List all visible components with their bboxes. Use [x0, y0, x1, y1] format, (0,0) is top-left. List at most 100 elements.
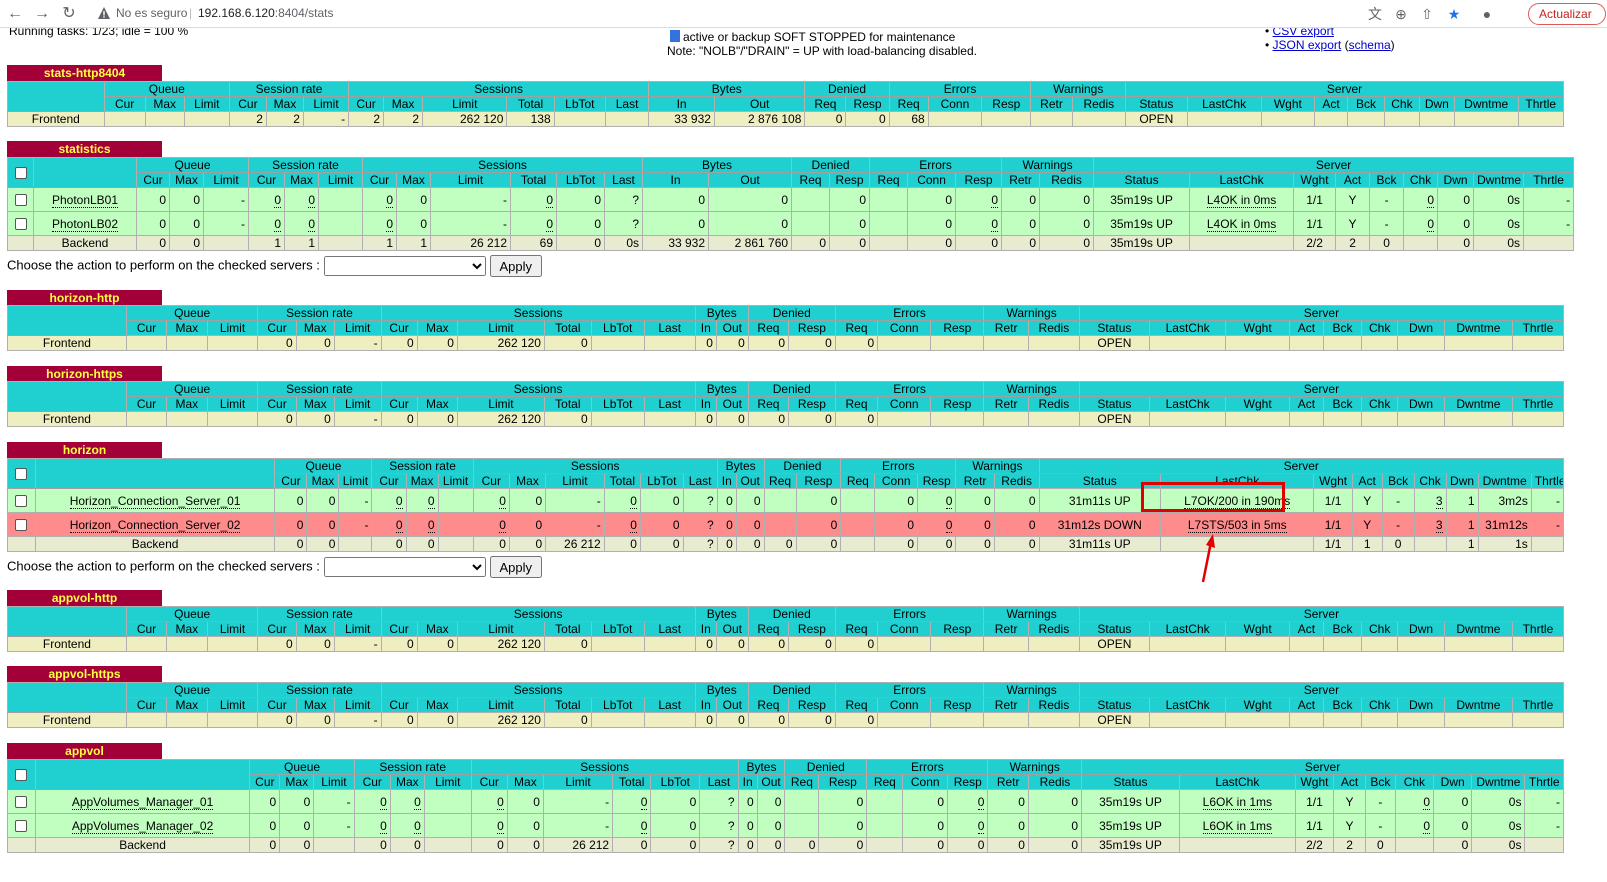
rmax-value[interactable]: 0 [324, 713, 331, 727]
row-name[interactable]: Frontend [42, 412, 91, 426]
row-name[interactable]: Frontend [31, 112, 80, 126]
scur-value[interactable]: 0 [499, 537, 506, 551]
action-select[interactable] [323, 256, 486, 276]
chk-value[interactable]: 0 [1423, 794, 1431, 810]
scur-value[interactable]: 0 [406, 637, 414, 651]
stot-value[interactable]: 0 [630, 537, 637, 551]
chk-value[interactable]: 0 [1427, 192, 1435, 208]
rmax-value[interactable]: 2 [293, 112, 300, 126]
csv-export-link[interactable]: CSV export [1272, 28, 1334, 38]
chk-value[interactable]: 0 [1423, 818, 1431, 834]
rcur-value[interactable]: 2 [256, 112, 263, 126]
proxy-title[interactable]: appvol-https [7, 666, 162, 682]
proxy-title[interactable]: horizon-https [7, 366, 162, 382]
stot-value[interactable]: 0 [546, 216, 554, 232]
lastchk-value[interactable]: L4OK in 0ms [1206, 216, 1277, 232]
schema-link[interactable]: schema [1348, 38, 1391, 52]
stot-value[interactable]: 0 [546, 192, 554, 208]
rcur-value[interactable]: 0 [274, 216, 281, 232]
proxy-title[interactable]: stats-http8404 [7, 65, 162, 81]
row-name[interactable]: PhotonLB02 [51, 216, 119, 232]
eresp-value[interactable]: 0 [991, 236, 999, 250]
apply-button[interactable]: Apply [489, 255, 543, 277]
proxy-title[interactable]: horizon [7, 442, 162, 458]
lastchk-value[interactable]: L7STS/503 in 5ms [1187, 517, 1287, 533]
chk-value[interactable]: 3 [1435, 517, 1443, 533]
stot-value[interactable]: 0 [580, 637, 588, 651]
rmax-value[interactable]: 0 [308, 216, 315, 232]
scur-value[interactable]: 1 [386, 236, 394, 250]
eresp-value[interactable]: 0 [977, 838, 985, 852]
proxy-title[interactable]: appvol [7, 743, 162, 759]
row-name[interactable]: AppVolumes_Manager_01 [71, 794, 214, 810]
row-name[interactable]: Backend [61, 236, 109, 250]
forward-icon[interactable]: → [34, 5, 50, 22]
scur-value[interactable]: 2 [373, 112, 381, 126]
server-checkbox[interactable] [15, 495, 28, 508]
rcur-value[interactable]: 0 [285, 336, 293, 350]
rcur-value[interactable]: 0 [285, 412, 293, 426]
server-checkbox[interactable] [15, 796, 28, 809]
scur-value[interactable]: 0 [497, 794, 504, 810]
stot-value[interactable]: 69 [539, 236, 554, 250]
select-all-checkbox[interactable] [15, 769, 28, 782]
lastchk-value[interactable]: L6OK in 1ms [1202, 818, 1273, 834]
chk-value[interactable]: 3 [1435, 493, 1443, 509]
row-name[interactable]: Backend [119, 838, 166, 852]
stot-value[interactable]: 0 [640, 794, 648, 810]
rcur-value[interactable]: 0 [285, 713, 293, 727]
bookmark-star-icon[interactable]: ★ [1447, 6, 1461, 22]
rcur-value[interactable]: 0 [395, 517, 403, 533]
json-export-link[interactable]: JSON export [1272, 38, 1342, 52]
row-name[interactable]: Frontend [42, 637, 91, 651]
scur-value[interactable]: 0 [386, 216, 394, 232]
back-icon[interactable]: ← [7, 5, 23, 22]
select-all-checkbox[interactable] [15, 468, 28, 481]
row-name[interactable]: Horizon_Connection_Server_02 [69, 517, 241, 533]
row-name[interactable]: Horizon_Connection_Server_01 [69, 493, 241, 509]
profile-avatar-icon[interactable]: ● [1482, 6, 1492, 22]
eresp-value[interactable]: 0 [945, 537, 953, 551]
stot-value[interactable]: 0 [640, 818, 648, 834]
select-all-checkbox[interactable] [14, 167, 27, 180]
eresp-value[interactable]: 0 [991, 192, 999, 208]
address-bar[interactable]: 192.168.6.120:8404/stats [198, 6, 333, 20]
stot-value[interactable]: 0 [580, 713, 588, 727]
stot-value[interactable]: 0 [580, 412, 588, 426]
proxy-title[interactable]: statistics [7, 141, 162, 157]
translate-icon[interactable]: 文 [1368, 6, 1382, 22]
scur-value[interactable]: 0 [499, 517, 506, 533]
share-icon[interactable]: ⇧ [1421, 6, 1433, 22]
rcur-value[interactable]: 0 [395, 493, 403, 509]
scur-value[interactable]: 0 [499, 493, 506, 509]
eresp-value[interactable]: 0 [977, 794, 985, 810]
rmax-value[interactable]: 0 [414, 838, 421, 852]
row-name[interactable]: Frontend [42, 713, 91, 727]
rcur-value[interactable]: 0 [380, 818, 387, 834]
rmax-value[interactable]: 0 [308, 192, 315, 208]
rcur-value[interactable]: 0 [285, 637, 293, 651]
row-name[interactable]: AppVolumes_Manager_02 [71, 818, 214, 834]
server-checkbox[interactable] [14, 218, 27, 231]
rmax-value[interactable]: 0 [324, 336, 331, 350]
proxy-title[interactable]: horizon-http [7, 290, 162, 306]
eresp-value[interactable]: 0 [945, 493, 953, 509]
insecure-label[interactable]: No es seguro [116, 6, 188, 20]
scur-value[interactable]: 0 [406, 713, 414, 727]
row-name[interactable]: Frontend [42, 336, 91, 350]
scur-value[interactable]: 0 [497, 818, 504, 834]
action-select[interactable] [323, 557, 486, 577]
rmax-value[interactable]: 0 [324, 412, 331, 426]
rcur-value[interactable]: 0 [274, 192, 281, 208]
proxy-title[interactable]: appvol-http [7, 590, 162, 606]
row-name[interactable]: PhotonLB01 [51, 192, 119, 208]
update-button[interactable]: Actualizar [1528, 3, 1606, 25]
server-checkbox[interactable] [14, 194, 27, 207]
stot-value[interactable]: 0 [640, 838, 648, 852]
rmax-value[interactable]: 1 [308, 236, 315, 250]
scur-value[interactable]: 0 [406, 412, 414, 426]
eresp-value[interactable]: 0 [945, 517, 953, 533]
apply-button[interactable]: Apply [489, 556, 543, 578]
rmax-value[interactable]: 0 [427, 537, 435, 551]
stot-value[interactable]: 0 [630, 517, 637, 533]
